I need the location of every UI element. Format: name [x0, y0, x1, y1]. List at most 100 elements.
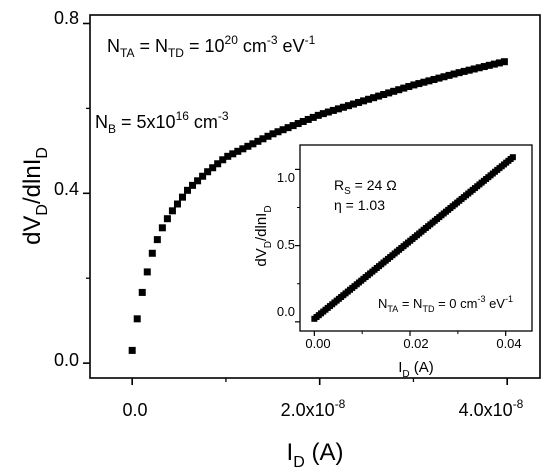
main-data-point — [339, 103, 347, 111]
main-data-point — [309, 113, 317, 121]
main-x-axis-label: ID (A) — [287, 439, 344, 471]
main-data-point — [349, 100, 357, 108]
main-data-point — [239, 145, 247, 153]
main-data-point — [435, 74, 443, 82]
main-data-point — [264, 132, 272, 140]
inset-x-tick-label-0: 0.00 — [305, 336, 330, 351]
main-data-point — [329, 106, 337, 114]
main-data-point — [490, 60, 498, 68]
main-data-point — [204, 168, 212, 176]
main-data-point — [178, 193, 186, 201]
inset-plot: 0.0 0.5 1.0 0.00 0.02 0.04 ID (A) dVD/dl… — [253, 144, 533, 380]
main-annotation-ntrap: NTA = NTD = 1020 cm-3 eV-1 — [107, 33, 316, 60]
main-data-point — [360, 97, 368, 105]
main-data-point — [405, 83, 413, 91]
main-data-point — [415, 80, 423, 88]
main-data-point — [219, 156, 227, 164]
main-data-point — [304, 115, 312, 123]
main-data-point — [249, 140, 257, 148]
inset-x-tick-label-1: 0.02 — [403, 336, 428, 351]
inset-x-tick-label-2: 0.04 — [496, 336, 521, 351]
main-data-point — [158, 224, 166, 232]
main-data-point — [153, 236, 161, 244]
main-data-point — [163, 215, 171, 223]
main-data-point — [289, 122, 297, 130]
inset-y-axis-label: dVD/dlnID — [253, 205, 274, 266]
inset-y-tick-label-2: 1.0 — [277, 170, 295, 185]
main-data-point — [470, 65, 478, 73]
main-data-point — [480, 63, 488, 71]
main-data-point — [168, 207, 176, 215]
main-data-point — [314, 111, 322, 119]
main-y-tick-label-1: 0.4 — [54, 179, 79, 199]
main-data-point — [148, 249, 156, 257]
main-data-point — [455, 69, 463, 77]
main-data-point — [259, 135, 267, 143]
main-data-point — [380, 90, 388, 98]
main-data-point — [344, 102, 352, 110]
inset-data-point — [509, 154, 516, 161]
main-data-point — [284, 124, 292, 132]
main-data-point — [485, 61, 493, 69]
inset-y-tick-label-0: 0.0 — [277, 304, 295, 319]
main-data-point — [274, 128, 282, 136]
main-data-point — [133, 315, 141, 323]
main-data-point — [465, 66, 473, 74]
main-annotation-nb: NB = 5x1016 cm-3 — [95, 109, 229, 136]
main-x-tick-label-2: 4.0x10-8 — [459, 397, 524, 420]
inset-annotation-rs: RS = 24 Ω — [334, 177, 397, 197]
main-data-point — [224, 152, 232, 160]
main-data-point — [370, 94, 378, 102]
main-data-point — [495, 59, 503, 67]
main-data-point — [324, 108, 332, 116]
main-data-point — [385, 89, 393, 97]
main-y-tick-label-2: 0.8 — [54, 8, 79, 28]
main-data-point — [189, 181, 197, 189]
main-data-point — [440, 73, 448, 81]
main-data-point — [128, 346, 136, 354]
main-data-point — [355, 98, 363, 106]
main-x-ticks — [131, 378, 508, 385]
main-data-point — [214, 160, 222, 168]
main-data-point — [400, 84, 408, 92]
inset-x-ticks — [313, 331, 507, 336]
inset-x-axis-label: ID (A) — [398, 359, 434, 380]
inset-y-tick-label-1: 0.5 — [277, 237, 295, 252]
main-data-point — [194, 177, 202, 185]
main-data-series — [128, 58, 508, 354]
inset-annotation-ntrap: NTA = NTD = 0 cm-3 eV-1 — [378, 294, 513, 314]
main-data-point — [229, 150, 237, 158]
main-data-point — [184, 186, 192, 194]
main-data-point — [365, 95, 373, 103]
main-data-point — [460, 67, 468, 75]
main-data-point — [395, 86, 403, 94]
inset-y-ticks — [295, 168, 300, 323]
main-data-point — [500, 58, 508, 66]
main-data-point — [173, 200, 181, 208]
main-x-tick-label-0: 0.0 — [122, 400, 147, 420]
main-data-point — [294, 120, 302, 128]
inset-data-series — [311, 154, 516, 322]
main-data-point — [234, 147, 242, 155]
inset-annotation-eta: η = 1.03 — [334, 197, 385, 213]
main-data-point — [390, 87, 398, 95]
main-plot-frame — [89, 14, 541, 379]
main-y-ticks — [83, 22, 90, 364]
main-data-point — [445, 71, 453, 79]
main-data-point — [375, 92, 383, 100]
main-data-point — [138, 288, 146, 296]
main-data-point — [143, 268, 151, 276]
main-x-tick-label-1: 2.0x10-8 — [281, 397, 346, 420]
main-data-point — [209, 164, 217, 172]
main-data-point — [244, 142, 252, 150]
main-data-point — [319, 110, 327, 118]
main-data-point — [430, 75, 438, 83]
main-data-point — [475, 64, 483, 72]
main-data-point — [279, 126, 287, 134]
main-data-point — [410, 81, 418, 89]
main-data-point — [450, 70, 458, 78]
main-data-point — [254, 137, 262, 145]
main-data-point — [425, 77, 433, 85]
main-data-point — [420, 78, 428, 86]
